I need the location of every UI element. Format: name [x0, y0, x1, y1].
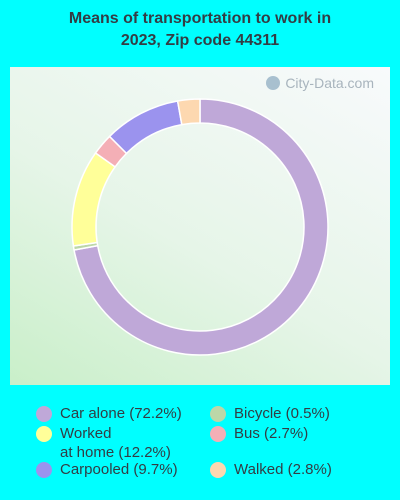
- legend-label-4: Bus (2.7%): [234, 424, 308, 443]
- title-line-1: Means of transportation to work in: [68, 10, 332, 27]
- legend: Car alone (72.2%) Worked at home (12.2%) Ca…: [0, 400, 400, 500]
- legend-item-2: Carpooled (9.7%): [36, 460, 178, 479]
- legend-swatch-5: [210, 462, 226, 478]
- legend-item-3: Bicycle (0.5%): [210, 404, 330, 423]
- legend-label-2: Carpooled (9.7%): [60, 460, 178, 479]
- legend-swatch-3: [210, 406, 226, 422]
- legend-label-line1-3: Bicycle (0.5%): [234, 405, 330, 422]
- legend-label-line2-1: at home (12.2%): [60, 444, 171, 461]
- watermark-text: City-Data.com: [285, 75, 374, 91]
- donut-slice-5: [176, 98, 201, 126]
- legend-swatch-0: [36, 406, 52, 422]
- donut-slice-2: [71, 151, 117, 247]
- legend-swatch-2: [36, 462, 52, 478]
- donut-slice-4: [108, 100, 183, 155]
- city-data-logo-icon: [266, 76, 281, 90]
- legend-label-line1-5: Walked (2.8%): [234, 461, 332, 478]
- watermark: City-Data.com: [266, 75, 374, 91]
- legend-item-4: Bus (2.7%): [210, 424, 308, 443]
- chart-title: Means of transportation to work in 2023,…: [0, 8, 400, 52]
- donut-slice-0: [73, 98, 329, 356]
- legend-label-0: Car alone (72.2%): [60, 404, 182, 423]
- legend-label-line1-4: Bus (2.7%): [234, 425, 309, 442]
- legend-label-line1-1: Worked: [60, 425, 112, 442]
- legend-label-line1-2: Carpooled (9.7%): [60, 461, 178, 478]
- legend-label-line1-0: Car alone (72.2%): [60, 405, 182, 422]
- legend-label-3: Bicycle (0.5%): [234, 404, 330, 423]
- legend-label-1: Worked at home (12.2%): [60, 424, 171, 462]
- legend-item-1: Worked at home (12.2%): [36, 424, 171, 462]
- legend-swatch-1: [36, 426, 52, 442]
- legend-item-0: Car alone (72.2%): [36, 404, 182, 423]
- legend-item-5: Walked (2.8%): [210, 460, 332, 479]
- legend-label-5: Walked (2.8%): [234, 460, 332, 479]
- title-line-2: 2023, Zip code 44311: [120, 32, 280, 49]
- legend-swatch-4: [210, 426, 226, 442]
